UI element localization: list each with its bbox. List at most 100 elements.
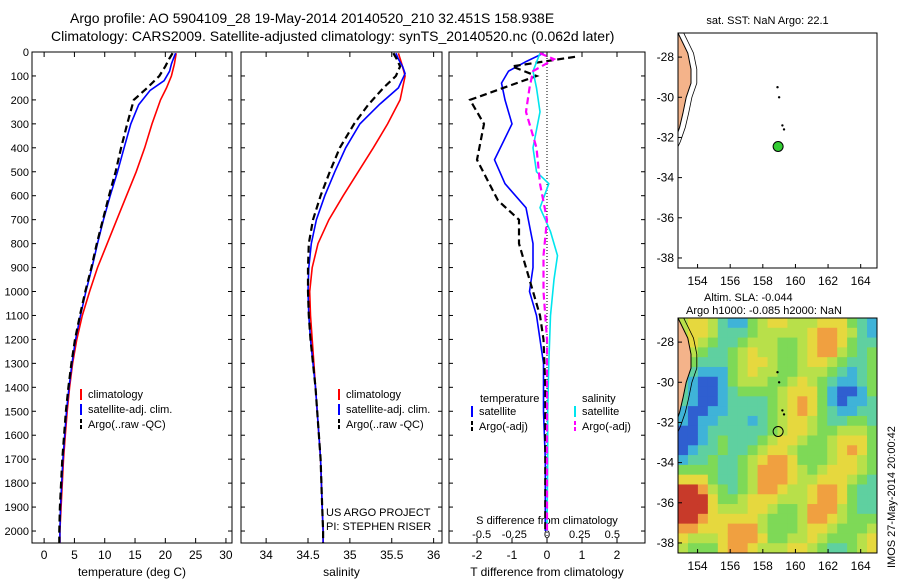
sla-cell (837, 415, 848, 427)
map-sla-xtick-label: 160 (785, 559, 805, 573)
sla-cell (867, 396, 877, 407)
sla-cell (807, 376, 818, 388)
map-sst-xtick-label: 160 (785, 274, 805, 288)
sla-cell (747, 504, 759, 515)
map-sst-xtick-label: 156 (720, 274, 740, 288)
difference-legend-label: satellite (582, 406, 619, 418)
sla-cell (827, 415, 838, 427)
sla-cell (767, 386, 778, 397)
sla-cell (777, 494, 788, 505)
depth-tick-label: 600 (11, 191, 29, 203)
sla-cell (707, 435, 719, 446)
sla-cell (807, 543, 818, 553)
sla-cell (787, 318, 798, 329)
sla-cell (827, 533, 838, 544)
sla-cell (847, 464, 858, 476)
sla-cell (817, 396, 828, 407)
sla-cell (687, 484, 699, 495)
sla-cell (827, 357, 838, 368)
sla-cell (707, 474, 719, 485)
sla-cell (797, 415, 808, 427)
sla-cell (767, 327, 778, 339)
salinity-legend-label: climatology (346, 389, 402, 401)
sla-cell (777, 464, 788, 476)
map-sst-track-point (776, 86, 779, 89)
sla-cell (697, 464, 709, 476)
sla-cell (837, 425, 848, 436)
sla-cell (867, 357, 877, 368)
sla-cell (717, 396, 729, 407)
depth-tick-label: 1800 (5, 478, 29, 490)
sla-cell (867, 523, 877, 534)
sla-cell (807, 406, 818, 417)
sla-cell (777, 523, 788, 534)
sla-cell (847, 357, 858, 368)
sla-cell (817, 445, 828, 456)
sla-cell (747, 494, 759, 505)
sla-cell (687, 415, 699, 427)
sla-cell (678, 484, 689, 495)
sla-cell (787, 513, 798, 525)
sla-cell (857, 366, 868, 378)
sla-cell (687, 396, 699, 407)
sla-cell (847, 455, 858, 466)
map-sst-ytick-label: -32 (657, 130, 675, 144)
sla-cell (687, 337, 699, 348)
legend-header-temperature: temperature (480, 393, 539, 405)
sla-cell (777, 318, 788, 329)
map-sst-ytick-label: -36 (657, 211, 675, 225)
sla-cell (867, 347, 877, 358)
sla-cell (707, 533, 719, 544)
difference-xtick-label: 0 (544, 548, 551, 562)
sla-cell (737, 406, 749, 417)
difference-series-1 (468, 55, 576, 531)
sla-cell (727, 484, 739, 495)
difference-legend-label: satellite (479, 406, 516, 418)
sla-cell (857, 347, 868, 358)
temperature-legend-label: climatology (88, 389, 144, 401)
temperature-profile-panel: 0 5 10 15 20 25 30 temperature (deg C) 0 100 200 30… (5, 47, 233, 579)
sla-cell (777, 327, 788, 339)
sla-cell (747, 435, 759, 446)
map-sla-ytick-label: -34 (657, 456, 675, 470)
sla-cell (737, 455, 749, 466)
sla-cell (767, 435, 778, 446)
map-sst-xtick-label: 162 (818, 274, 838, 288)
sla-cell (767, 474, 778, 485)
map-sst-ytick-label: -30 (657, 90, 675, 104)
sla-cell (807, 366, 818, 378)
sla-cell (827, 543, 838, 553)
sla-cell (797, 455, 808, 466)
sla-cell (837, 484, 848, 495)
sla-cell (767, 415, 778, 427)
sla-cell (747, 533, 759, 544)
sla-cell (807, 464, 818, 476)
sla-cell (757, 318, 769, 329)
sla-cell (837, 504, 848, 515)
sla-cell (727, 504, 739, 515)
sla-cell (787, 474, 798, 485)
sla-cell (867, 513, 877, 525)
sla-cell (767, 464, 778, 476)
sla-cell (707, 484, 719, 495)
map-sst-title: sat. SST: NaN Argo: 22.1 (706, 15, 828, 27)
sla-cell (777, 347, 788, 358)
sla-cell (767, 357, 778, 368)
sla-cell (727, 474, 739, 485)
map-sla-shelf-contour (678, 318, 698, 433)
sla-cell (827, 376, 838, 388)
sla-cell (837, 366, 848, 378)
sla-cell (757, 425, 769, 436)
sla-cell (678, 513, 689, 525)
sla-cell (767, 445, 778, 456)
sla-cell (847, 543, 858, 553)
sla-cell (697, 357, 709, 368)
sla-cell (727, 425, 739, 436)
map-sla-ytick-label: -32 (657, 415, 675, 429)
map-sst-track-point (781, 124, 784, 127)
difference-profile-panel: -2 -1 0 1 2 T difference from climatology -0.5… (448, 51, 646, 579)
sla-cell (827, 474, 838, 485)
sla-cell (797, 366, 808, 378)
depth-tick-label: 800 (11, 239, 29, 251)
sla-cell (757, 327, 769, 339)
